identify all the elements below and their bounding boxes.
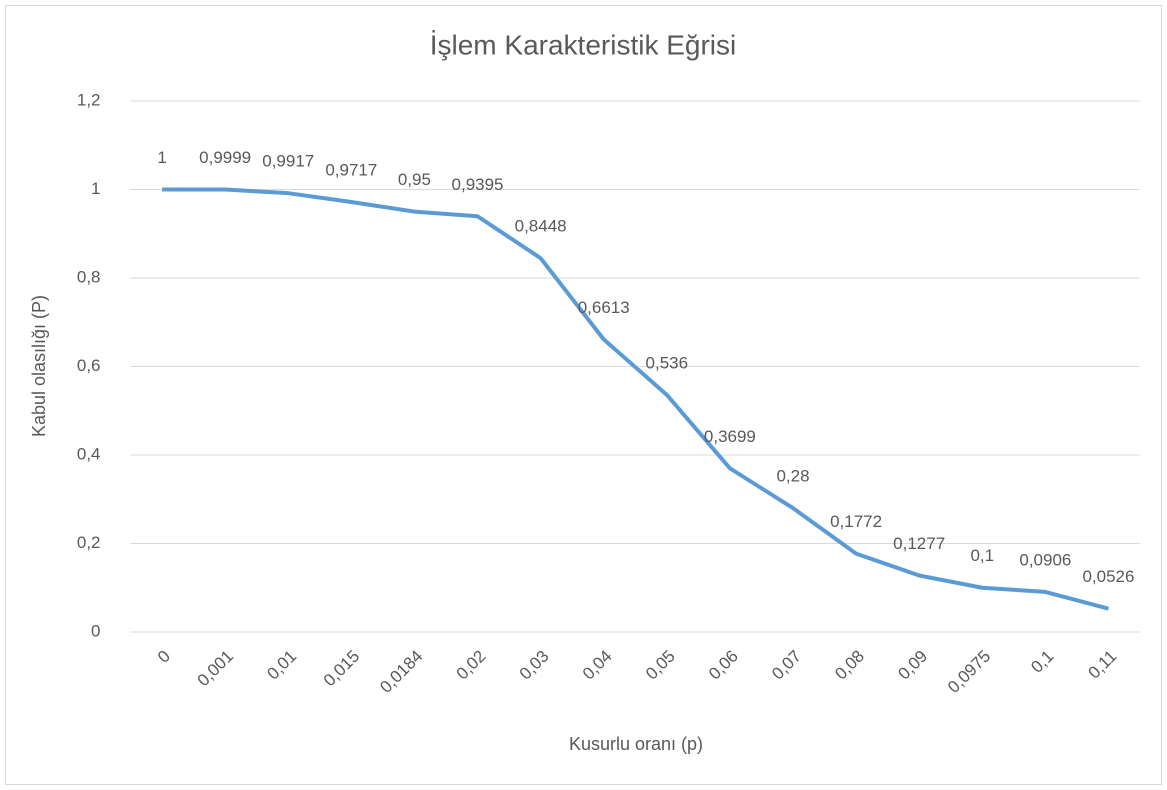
y-tick-label: 0 <box>91 621 100 640</box>
y-tick-label: 0,8 <box>77 267 101 286</box>
data-label: 0,28 <box>776 467 809 486</box>
line-series <box>162 187 1109 611</box>
chart-border <box>5 5 1162 785</box>
data-label: 0,1 <box>970 546 994 565</box>
data-label: 0,536 <box>646 353 689 372</box>
data-label: 1 <box>157 148 166 167</box>
data-label: 0,0526 <box>1082 567 1134 586</box>
data-label: 0,6613 <box>578 298 630 317</box>
data-label: 0,95 <box>398 170 431 189</box>
data-label: 0,1277 <box>893 534 945 553</box>
data-label: 0,9999 <box>199 148 251 167</box>
data-label: 0,0906 <box>1019 550 1071 569</box>
data-label: 0,8448 <box>515 217 567 236</box>
y-tick-label: 0,6 <box>77 356 101 375</box>
y-tick-label: 0,4 <box>77 444 101 463</box>
y-axis-title: Kabul olasılığı (P) <box>29 295 49 437</box>
y-tick-label: 1,2 <box>77 90 101 109</box>
chart-title: İşlem Karakteristik Eğrisi <box>430 29 737 60</box>
data-label: 0,9395 <box>452 175 504 194</box>
data-label: 0,9917 <box>262 152 314 171</box>
y-tick-label: 1 <box>91 179 100 198</box>
data-label: 0,3699 <box>704 427 756 446</box>
x-axis-title: Kusurlu oranı (p) <box>569 734 703 754</box>
data-label: 0,1772 <box>830 512 882 531</box>
data-label: 0,9717 <box>325 161 377 180</box>
y-tick-label: 0,2 <box>77 533 101 552</box>
